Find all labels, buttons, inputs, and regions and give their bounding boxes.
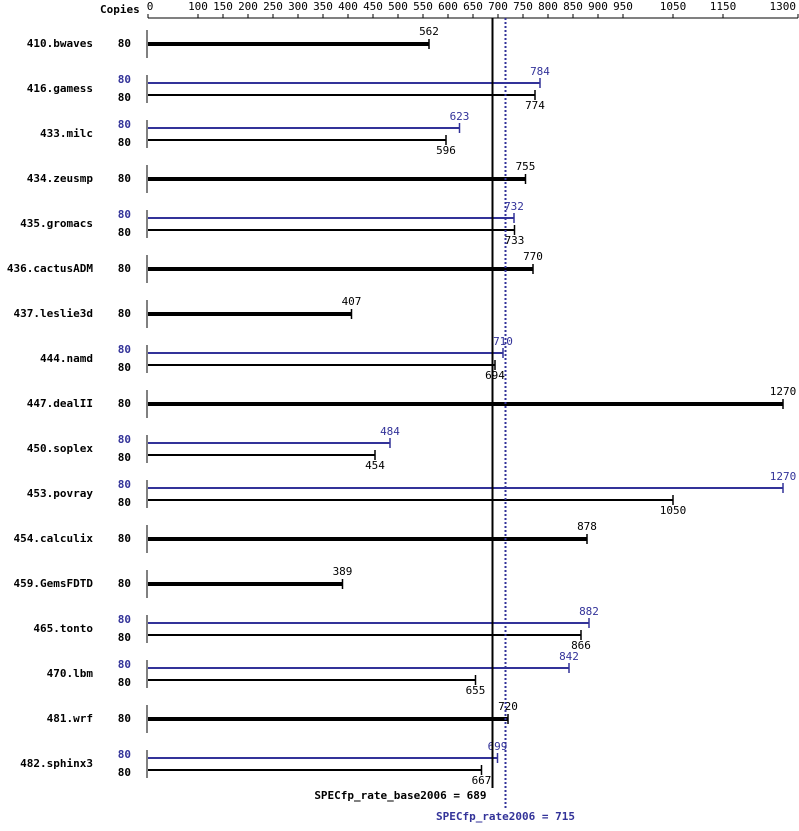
x-tick-label: 850 — [563, 0, 583, 13]
x-tick-label: 650 — [463, 0, 483, 13]
copies-label: 80 — [118, 307, 131, 320]
copies-label: 80 — [118, 433, 131, 446]
value-label: 667 — [472, 774, 492, 787]
x-tick-label: 200 — [238, 0, 258, 13]
value-label: 484 — [380, 425, 400, 438]
x-tick-label: 250 — [263, 0, 283, 13]
x-tick-label: 0 — [147, 0, 154, 13]
copies-label: 80 — [118, 262, 131, 275]
value-label: 774 — [525, 99, 545, 112]
value-label: 623 — [450, 110, 470, 123]
copies-label: 80 — [118, 613, 131, 626]
x-tick-label: 1050 — [660, 0, 687, 13]
value-label: 784 — [530, 65, 550, 78]
value-label: 732 — [504, 200, 524, 213]
category-label: 433.milc — [40, 127, 93, 140]
value-label: 755 — [516, 160, 536, 173]
copies-label: 80 — [118, 361, 131, 374]
value-label: 842 — [559, 650, 579, 663]
value-label: 882 — [579, 605, 599, 618]
copies-label: 80 — [118, 577, 131, 590]
copies-label: 80 — [118, 451, 131, 464]
value-label: 733 — [505, 234, 525, 247]
copies-label: 80 — [118, 397, 131, 410]
peak-mean-label: SPECfp_rate2006 = 715 — [436, 810, 575, 823]
value-label: 770 — [523, 250, 543, 263]
value-label: 1270 — [770, 385, 797, 398]
category-label: 410.bwaves — [27, 37, 93, 50]
copies-label: 80 — [118, 136, 131, 149]
copies-label: 80 — [118, 748, 131, 761]
value-label: 454 — [365, 459, 385, 472]
category-label: 481.wrf — [47, 712, 93, 725]
copies-label: 80 — [118, 676, 131, 689]
value-label: 710 — [493, 335, 513, 348]
x-tick-label: 500 — [388, 0, 408, 13]
category-label: 482.sphinx3 — [20, 757, 93, 770]
x-tick-label: 900 — [588, 0, 608, 13]
copies-label: 80 — [118, 712, 131, 725]
copies-label: 80 — [118, 532, 131, 545]
category-label: 453.povray — [27, 487, 94, 500]
copies-label: 80 — [118, 478, 131, 491]
copies-label: 80 — [118, 91, 131, 104]
value-label: 1270 — [770, 470, 797, 483]
category-label: 454.calculix — [14, 532, 94, 545]
copies-label: 80 — [118, 172, 131, 185]
x-tick-label: 750 — [513, 0, 533, 13]
x-tick-label: 1150 — [710, 0, 737, 13]
value-label: 562 — [419, 25, 439, 38]
copies-label: 80 — [118, 73, 131, 86]
value-label: 407 — [342, 295, 362, 308]
value-label: 596 — [436, 144, 456, 157]
value-label: 655 — [466, 684, 486, 697]
copies-label: 80 — [118, 37, 131, 50]
category-label: 435.gromacs — [20, 217, 93, 230]
category-label: 436.cactusADM — [7, 262, 93, 275]
copies-label: 80 — [118, 766, 131, 779]
copies-header: Copies — [100, 3, 140, 16]
category-label: 437.leslie3d — [14, 307, 93, 320]
copies-label: 80 — [118, 658, 131, 671]
category-label: 434.zeusmp — [27, 172, 94, 185]
category-label: 465.tonto — [33, 622, 93, 635]
value-label: 694 — [485, 369, 505, 382]
category-label: 416.gamess — [27, 82, 93, 95]
x-tick-label: 300 — [288, 0, 308, 13]
category-label: 450.soplex — [27, 442, 94, 455]
copies-label: 80 — [118, 118, 131, 131]
category-label: 459.GemsFDTD — [14, 577, 94, 590]
category-label: 447.dealII — [27, 397, 93, 410]
x-tick-label: 800 — [538, 0, 558, 13]
x-tick-label: 400 — [338, 0, 358, 13]
value-label: 720 — [498, 700, 518, 713]
x-tick-label: 600 — [438, 0, 458, 13]
x-tick-label: 1300 — [770, 0, 797, 13]
x-tick-label: 450 — [363, 0, 383, 13]
value-label: 866 — [571, 639, 591, 652]
x-tick-label: 350 — [313, 0, 333, 13]
x-tick-label: 550 — [413, 0, 433, 13]
value-label: 699 — [488, 740, 508, 753]
copies-label: 80 — [118, 343, 131, 356]
value-label: 389 — [333, 565, 353, 578]
copies-label: 80 — [118, 631, 131, 644]
category-label: 470.lbm — [47, 667, 94, 680]
x-tick-label: 100 — [188, 0, 208, 13]
copies-label: 80 — [118, 208, 131, 221]
value-label: 1050 — [660, 504, 687, 517]
copies-label: 80 — [118, 226, 131, 239]
x-tick-label: 700 — [488, 0, 508, 13]
x-tick-label: 950 — [613, 0, 633, 13]
value-label: 878 — [577, 520, 597, 533]
x-tick-label: 150 — [213, 0, 233, 13]
category-label: 444.namd — [40, 352, 93, 365]
copies-label: 80 — [118, 496, 131, 509]
base-mean-label: SPECfp_rate_base2006 = 689 — [314, 789, 486, 802]
